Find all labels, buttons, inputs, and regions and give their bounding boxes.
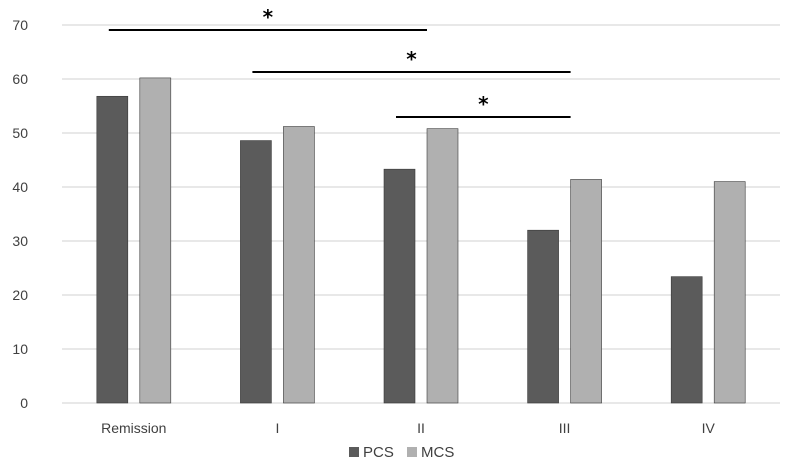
x-tick-label: IV (702, 420, 716, 436)
y-axis: 0 10 20 30 40 50 60 70 (12, 17, 28, 411)
legend-label-pcs: PCS (363, 444, 394, 461)
x-tick-label: II (417, 420, 425, 436)
y-tick-label: 70 (12, 17, 28, 33)
legend-label-mcs: MCS (421, 444, 454, 461)
bar-mcs-i (283, 126, 315, 404)
y-tick-label: 40 (12, 179, 28, 195)
significance-star: * (478, 92, 489, 116)
legend-swatch-mcs (407, 447, 417, 457)
y-tick-label: 20 (12, 287, 28, 303)
bar-mcs-remission (139, 77, 172, 404)
bar-pcs-ii (383, 168, 416, 404)
x-tick-label: I (275, 420, 279, 436)
y-tick-label: 50 (12, 125, 28, 141)
bar-mcs-iii (570, 179, 602, 404)
legend: PCS MCS (349, 444, 454, 461)
bar-pcs-i (240, 140, 272, 404)
significance-star: * (406, 47, 417, 71)
x-tick-label: III (559, 420, 571, 436)
bar-mcs-iv (713, 181, 746, 404)
x-axis: Remission I II III IV (101, 420, 715, 436)
significance-star: * (263, 5, 274, 29)
bar-pcs-iii (527, 229, 559, 404)
significance-annotations: * * * (108, 5, 571, 118)
gridlines (62, 24, 780, 404)
bar-pcs-remission (96, 95, 129, 404)
x-tick-label: Remission (101, 420, 166, 436)
y-tick-label: 0 (20, 395, 28, 411)
y-tick-label: 60 (12, 71, 28, 87)
bar-mcs-ii (426, 128, 459, 404)
legend-swatch-pcs (349, 447, 359, 457)
bar-pcs-iv (670, 276, 703, 404)
bars (96, 77, 746, 404)
y-tick-label: 30 (12, 233, 28, 249)
y-tick-label: 10 (12, 341, 28, 357)
